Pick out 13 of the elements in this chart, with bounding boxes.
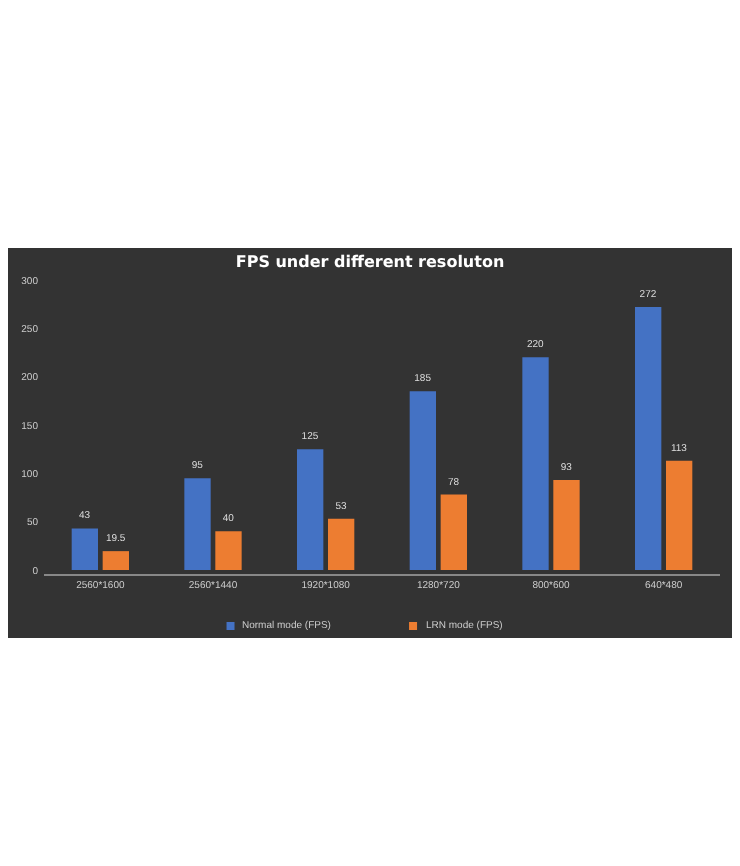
chart-title: FPS under different resoluton (235, 253, 505, 272)
bar (522, 357, 549, 570)
bar (102, 551, 129, 570)
bar (666, 460, 693, 570)
bar (635, 307, 662, 570)
bar (297, 449, 324, 570)
bar (184, 478, 211, 570)
bar (215, 531, 242, 570)
bar (409, 391, 436, 570)
bar (328, 518, 355, 570)
bar (553, 480, 580, 570)
bar (440, 494, 467, 570)
bar (71, 528, 98, 570)
